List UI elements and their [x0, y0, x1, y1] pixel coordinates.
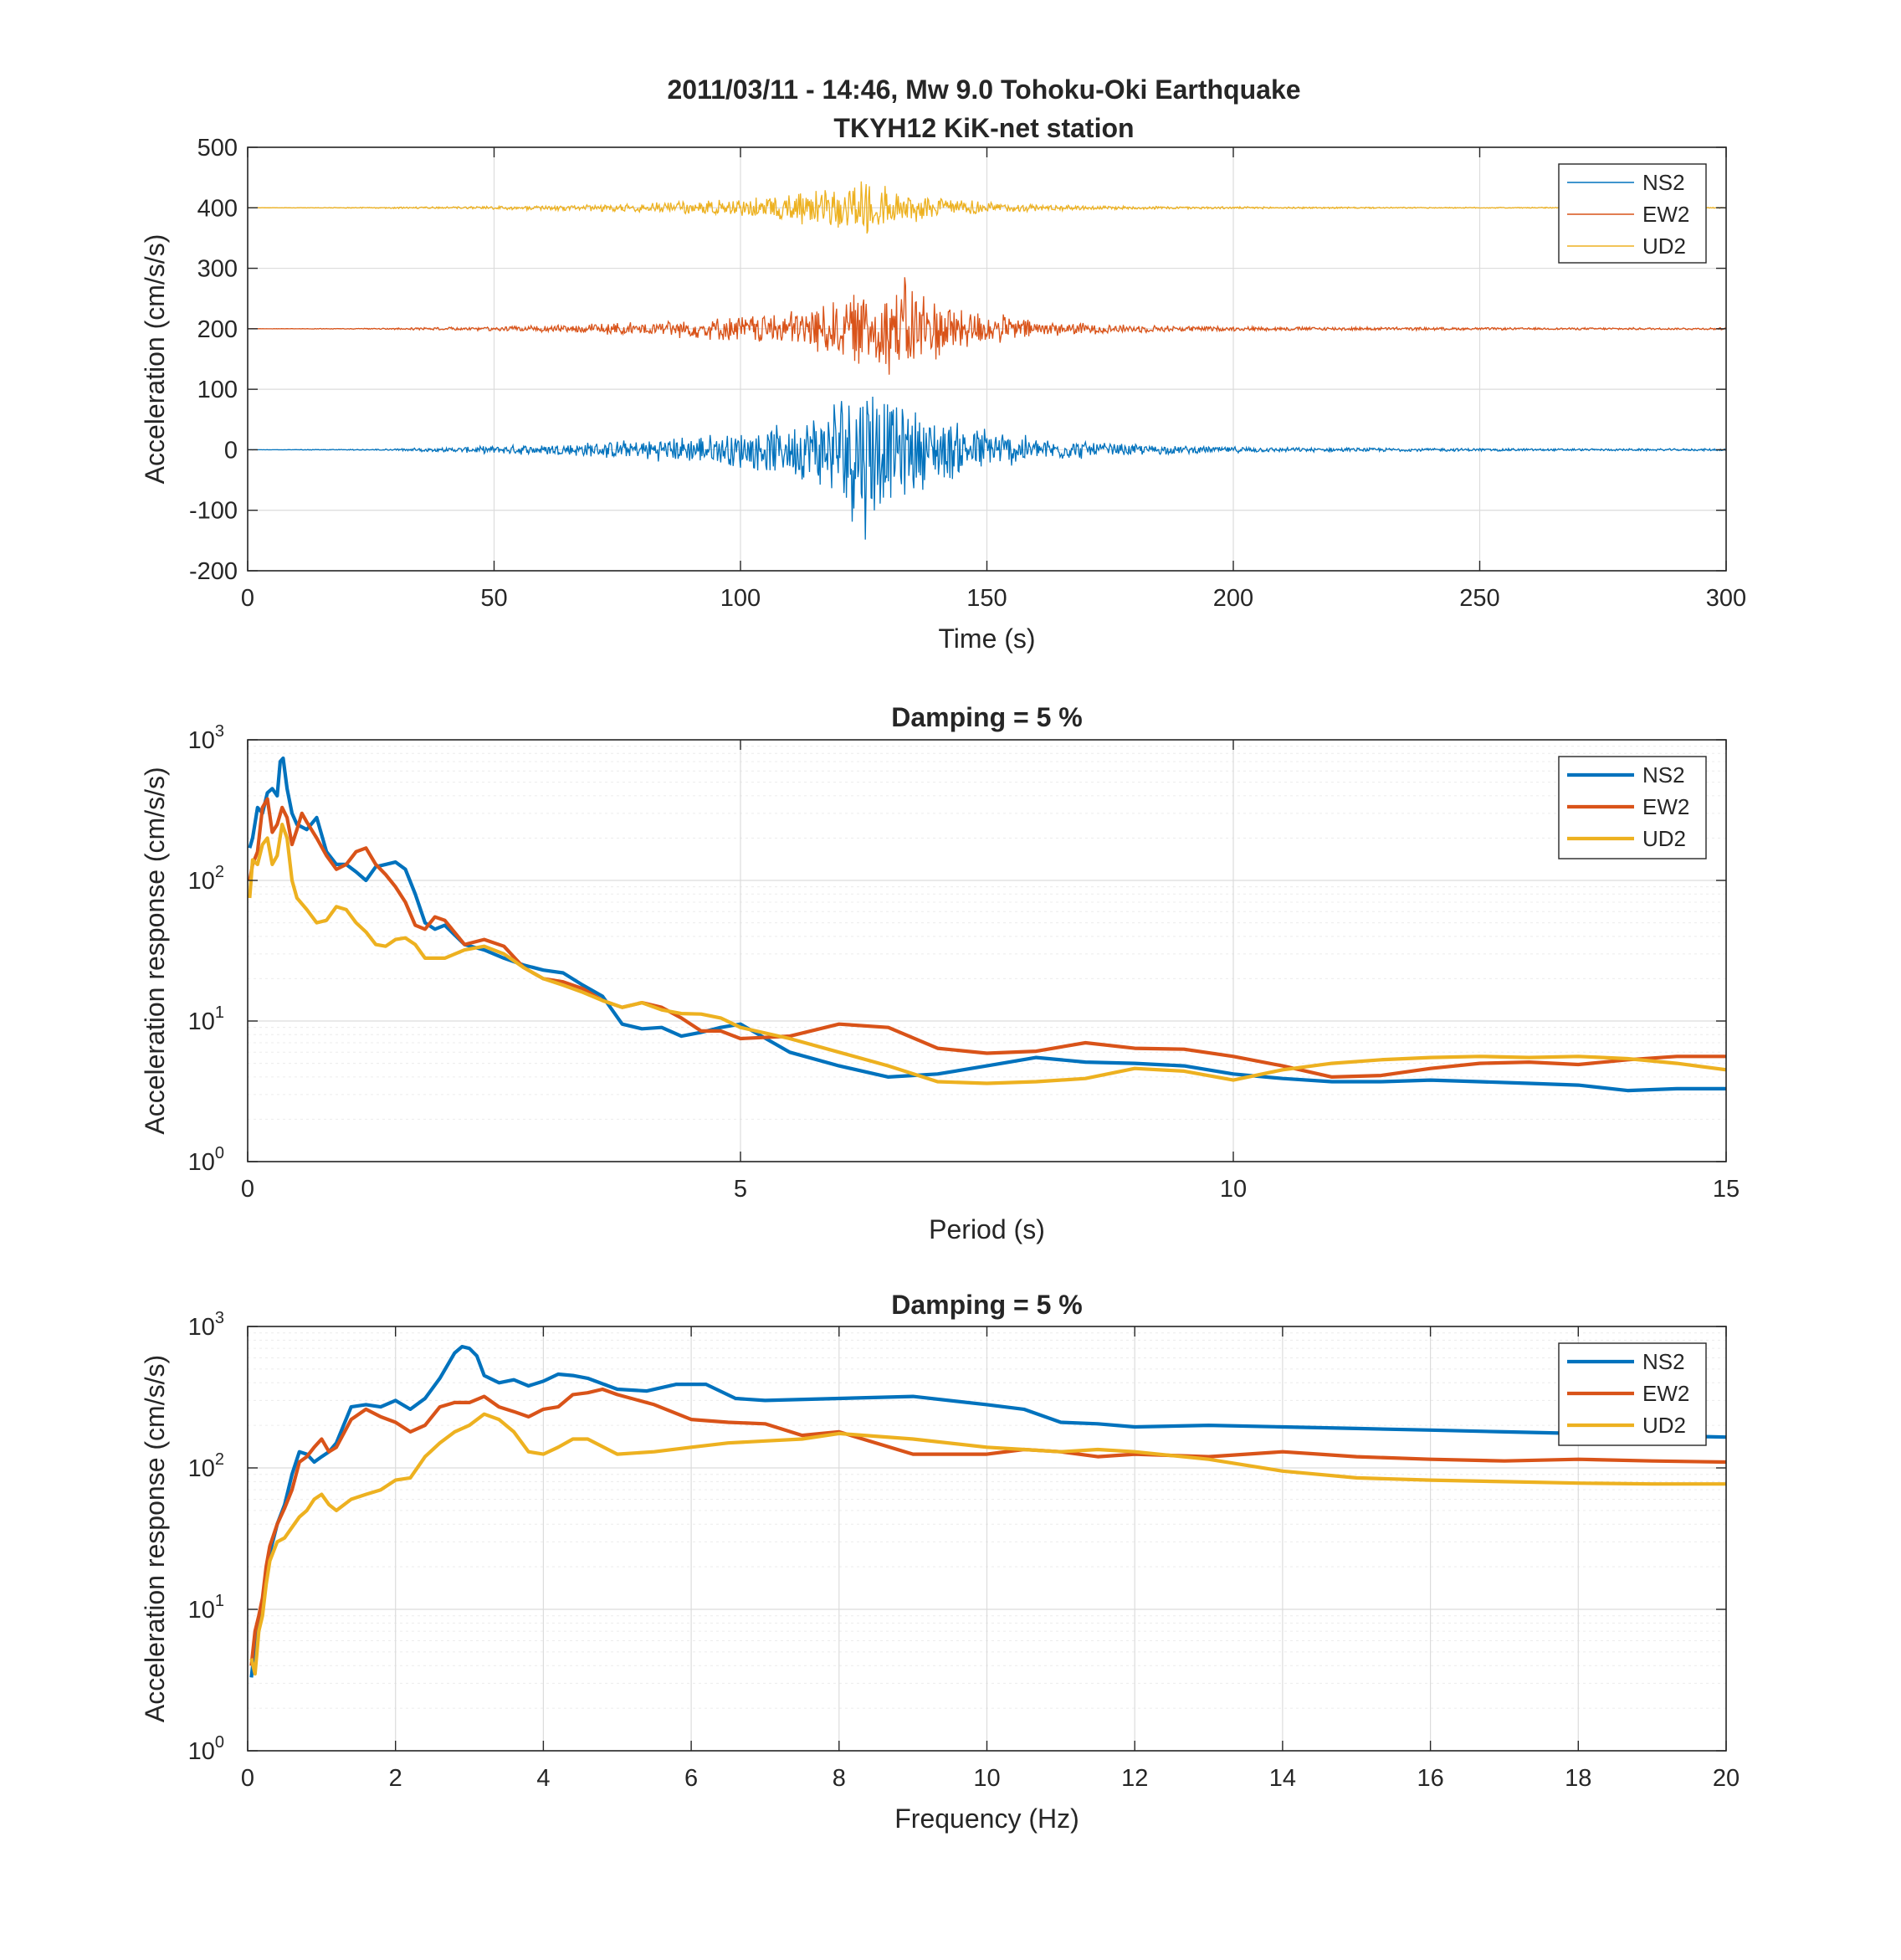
y-tick-label: -100 [189, 498, 238, 525]
y-tick-label: 100 [188, 1144, 224, 1176]
legend-label-ud2: UD2 [1642, 826, 1686, 851]
figure-title-line1: 2011/03/11 - 14:46, Mw 9.0 Tohoku-Oki Ea… [667, 74, 1300, 105]
y-tick-label: 100 [188, 1733, 224, 1765]
tick-labels: 0 50 100 150 200 250 300 -200 -100 0 100 200 300 400 5… [189, 135, 1746, 612]
figure-title-line2: TKYH12 KiK-net station [833, 113, 1134, 143]
legend-label-ns2: NS2 [1642, 1349, 1685, 1374]
series-line-ns2 [249, 1345, 1726, 1678]
x-tick-label: 15 [1713, 1176, 1740, 1203]
x-tick-label: 2 [389, 1765, 402, 1792]
x-tick-label: 14 [1269, 1765, 1296, 1792]
y-axis-label: Acceleration (cm/s/s) [140, 234, 170, 485]
x-axis-label: Frequency (Hz) [894, 1804, 1079, 1834]
legend-label-ns2: NS2 [1642, 170, 1685, 195]
frequency-response-panel: 0 2 4 6 8 10 12 14 16 18 20 100 101 102 103 Frequency (… [140, 1290, 1740, 1834]
series-group [248, 756, 1726, 1093]
panel-title: Damping = 5 % [891, 1290, 1083, 1320]
x-tick-label: 8 [833, 1765, 846, 1792]
legend-label-ew2: EW2 [1642, 1381, 1689, 1406]
x-tick-label: 5 [734, 1176, 747, 1203]
x-tick-label: 0 [241, 1765, 254, 1792]
x-axis-label: Period (s) [929, 1214, 1045, 1244]
y-tick-label: 300 [197, 256, 238, 283]
y-tick-label: 102 [188, 863, 224, 895]
legend-label-ud2: UD2 [1642, 1413, 1686, 1438]
y-tick-label: 102 [188, 1450, 224, 1482]
series-group [248, 181, 1726, 540]
legend: NS2 EW2 UD2 [1558, 163, 1707, 264]
series-line-ew2 [248, 277, 1726, 375]
y-tick-label: 400 [197, 195, 238, 222]
legend-label-ns2: NS2 [1642, 762, 1685, 788]
y-tick-label: 101 [188, 1003, 224, 1035]
x-tick-label: 0 [241, 1176, 254, 1203]
legend-label-ud2: UD2 [1642, 233, 1686, 259]
tick-labels: 0 2 4 6 8 10 12 14 16 18 20 100 101 102 103 [188, 1309, 1740, 1792]
y-tick-label: 101 [188, 1592, 224, 1624]
x-tick-label: 50 [480, 585, 507, 612]
x-tick-label: 4 [536, 1765, 550, 1792]
series-line-ns2 [248, 756, 1726, 1093]
minor-gridlines [248, 746, 1726, 1120]
series-line-ud2 [248, 181, 1726, 234]
x-tick-label: 12 [1121, 1765, 1148, 1792]
panel-title: Damping = 5 % [891, 702, 1083, 732]
axes-frame [247, 739, 1727, 1162]
x-tick-label: 100 [720, 585, 761, 612]
y-tick-label: 103 [188, 722, 224, 754]
series-group [249, 1345, 1726, 1678]
x-tick-label: 16 [1417, 1765, 1443, 1792]
legend-label-ew2: EW2 [1642, 794, 1689, 819]
x-tick-label: 300 [1706, 585, 1746, 612]
x-tick-label: 200 [1213, 585, 1253, 612]
x-tick-label: 20 [1713, 1765, 1740, 1792]
x-tick-label: 10 [973, 1765, 1000, 1792]
y-tick-label: 100 [197, 377, 238, 403]
x-tick-label: 150 [966, 585, 1007, 612]
y-tick-label: 103 [188, 1309, 224, 1341]
legend: NS2 EW2 UD2 [1558, 1342, 1707, 1446]
time-series-panel: 0 50 100 150 200 250 300 -200 -100 0 100 200 300 400 5… [140, 135, 1746, 654]
y-tick-label: -200 [189, 558, 238, 585]
tick-labels: 0 5 10 15 100 101 102 103 [188, 722, 1740, 1203]
x-tick-label: 6 [684, 1765, 698, 1792]
series-line-ud2 [248, 823, 1726, 1085]
y-axis-label: Acceleration response (cm/s/s) [140, 1355, 170, 1722]
x-tick-label: 0 [241, 585, 254, 612]
x-axis-label: Time (s) [938, 623, 1035, 654]
x-tick-label: 18 [1565, 1765, 1591, 1792]
y-tick-label: 200 [197, 316, 238, 343]
y-axis-label: Acceleration response (cm/s/s) [140, 767, 170, 1134]
series-line-ud2 [249, 1412, 1726, 1676]
x-tick-label: 10 [1220, 1176, 1247, 1203]
y-tick-label: 0 [224, 437, 238, 464]
legend-label-ew2: EW2 [1642, 202, 1689, 227]
x-tick-label: 250 [1459, 585, 1499, 612]
series-line-ew2 [249, 1387, 1726, 1666]
series-line-ns2 [248, 396, 1726, 540]
legend: NS2 EW2 UD2 [1558, 756, 1707, 859]
y-tick-label: 500 [197, 135, 238, 162]
period-response-panel: 0 5 10 15 100 101 102 103 Period (s) Acceleration… [140, 702, 1740, 1244]
